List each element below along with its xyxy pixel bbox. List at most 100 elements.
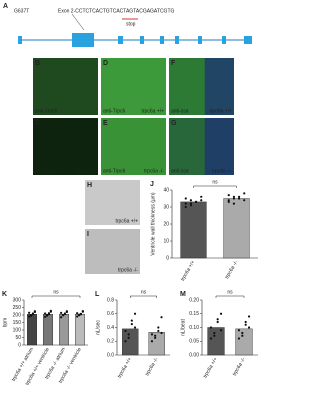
data-point — [227, 200, 230, 203]
data-point — [194, 200, 198, 203]
bar — [207, 327, 225, 356]
image-label: anti-ssa — [171, 168, 189, 174]
x-tick-label: trpc6a -/- — [144, 356, 159, 377]
y-tick-label: 40 — [163, 187, 169, 193]
data-point — [200, 199, 203, 202]
data-point — [44, 312, 47, 315]
data-point — [189, 199, 193, 202]
panel-letter: A — [3, 3, 8, 10]
data-point — [219, 329, 223, 332]
micrograph — [85, 180, 140, 225]
x-tick-label: trpc6a -/- — [232, 356, 247, 377]
significance-label: ns — [212, 179, 218, 185]
micrograph — [101, 118, 166, 175]
bar — [27, 314, 38, 346]
bar — [74, 314, 85, 346]
pointer — [71, 13, 85, 31]
bar — [43, 314, 54, 346]
image-label: anti-Trpc6 — [103, 168, 126, 174]
significance-bracket — [193, 185, 237, 188]
image-label: trpc6a -/- — [118, 267, 138, 273]
data-point — [79, 313, 83, 316]
image-label: trpc6a -/- — [144, 168, 164, 174]
data-point — [189, 204, 193, 207]
panel-letter: L — [95, 291, 100, 298]
data-point — [160, 331, 163, 335]
data-point — [31, 313, 35, 316]
y-tick-label: 0.4 — [107, 325, 114, 331]
significance-bracket — [130, 295, 157, 298]
data-point — [247, 315, 251, 318]
data-point — [47, 313, 51, 316]
bar — [223, 198, 250, 259]
data-point — [81, 310, 84, 313]
image-label: trpc6a -/- — [212, 168, 232, 174]
micrograph — [101, 58, 166, 115]
panel-letter: M — [180, 291, 186, 298]
data-point — [237, 195, 241, 198]
data-point — [184, 197, 187, 200]
y-tick-label: 20 — [163, 221, 169, 227]
panel-letter: G — [171, 120, 177, 127]
data-point — [243, 192, 246, 195]
data-point — [44, 315, 47, 318]
data-point — [45, 314, 49, 317]
significance-bracket — [215, 295, 245, 298]
y-tick-label: 0 — [18, 342, 21, 348]
data-point — [160, 316, 163, 319]
nuclei-overlay — [204, 58, 234, 115]
data-point — [227, 194, 230, 197]
image-label: trpc6a +/+ — [141, 108, 164, 114]
data-point — [133, 312, 137, 315]
data-point — [237, 329, 241, 332]
image-label: anti-Trpc6 — [35, 168, 58, 174]
data-point — [184, 205, 187, 209]
data-point — [209, 337, 213, 340]
bar — [235, 328, 253, 356]
data-point — [209, 326, 213, 329]
y-tick-label: 0.6 — [107, 311, 114, 317]
data-point — [213, 331, 216, 335]
x-tick-label: trpc6a +/+ — [117, 357, 133, 380]
data-point — [157, 326, 160, 329]
y-axis-label: nL/beat — [180, 319, 186, 336]
micrograph — [33, 58, 98, 115]
significance-label: ns — [53, 289, 59, 295]
y-tick-label: 0.2 — [107, 339, 114, 345]
y-tick-label: 0.8 — [107, 297, 114, 303]
data-point — [154, 336, 157, 339]
y-tick-label: 0.05 — [189, 339, 199, 345]
panel-letter: K — [2, 291, 7, 298]
panel-letter: I — [87, 231, 89, 238]
data-point — [213, 334, 216, 337]
nuclei-overlay — [204, 118, 234, 175]
significance-label: ns — [141, 289, 147, 295]
image-label: anti-ssa — [171, 108, 189, 114]
panel-letter: C — [35, 120, 40, 127]
y-tick-label: 100 — [13, 327, 22, 333]
sequence: Exon 2-CCTCTCACTGTCACTAGTACGAGATCGTG — [58, 8, 175, 14]
y-tick-label: 0.00 — [189, 352, 199, 358]
data-point — [237, 197, 241, 200]
data-point — [61, 313, 65, 317]
data-point — [244, 323, 247, 326]
data-point — [150, 333, 154, 336]
y-tick-label: 0 — [166, 255, 169, 261]
data-point — [33, 310, 36, 313]
data-point — [154, 334, 157, 337]
data-point — [124, 329, 127, 333]
y-tick-label: 150 — [13, 320, 22, 326]
data-point — [216, 320, 219, 324]
mutation: G637T — [14, 8, 29, 14]
data-point — [232, 202, 236, 205]
y-axis-label: bpm — [2, 318, 8, 328]
panel-letter: J — [150, 181, 154, 188]
y-axis-label: Ventricle wall thickness (µm) — [150, 192, 156, 256]
data-point — [29, 314, 33, 317]
image-label: anti-Trpc6 — [35, 108, 58, 114]
data-point — [130, 319, 133, 322]
data-point — [219, 312, 223, 315]
x-tick-label: trpc6a -/- — [224, 259, 239, 280]
data-point — [241, 334, 244, 337]
data-point — [65, 310, 68, 314]
